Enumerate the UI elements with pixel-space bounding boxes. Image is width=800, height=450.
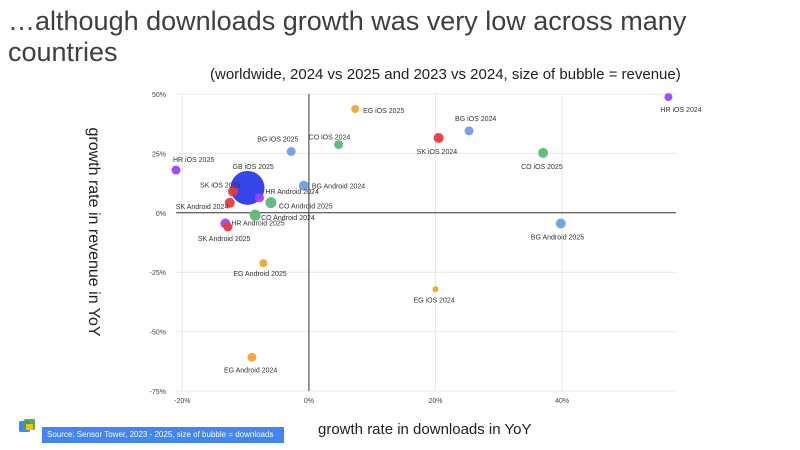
bubble-hr-ios-2025 [171, 165, 181, 175]
data-label: CO iOS 2024 [309, 135, 351, 142]
chart-axes [176, 94, 676, 391]
bubble-sk-ios-2024 [433, 132, 444, 143]
data-label: SK Android 2024 [176, 204, 229, 211]
bubble-hr-android-2024 [255, 193, 265, 203]
chart-subtitle: (worldwide, 2024 vs 2025 and 2023 vs 202… [210, 66, 681, 83]
data-label: CO iOS 2025 [521, 164, 563, 171]
bubble-bg-android-2025 [555, 218, 566, 229]
data-label: CO Android 2025 [279, 204, 333, 211]
chart-ticks: 50% 25% 0% -25% -50% -75% -20% 0% 20% 40% [150, 92, 569, 405]
y-tick-label: -25% [150, 270, 166, 277]
bubble-bg-android-2024 [298, 180, 309, 191]
data-label: HR Android 2024 [266, 189, 319, 196]
chart-bubbles [171, 93, 673, 362]
data-label: EG iOS 2025 [363, 108, 404, 115]
bubble-bg-ios-2025 [286, 146, 296, 156]
data-label: EG Android 2025 [233, 271, 286, 278]
bubble-co-ios-2025 [538, 147, 549, 158]
data-label: SK iOS 2024 [417, 149, 458, 156]
y-tick-label: 0% [156, 211, 166, 218]
google-slides-logo-icon [19, 419, 35, 432]
data-label: GB iOS 2025 [233, 164, 274, 171]
data-label: CO Android 2024 [261, 215, 315, 222]
data-label: BG iOS 2025 [257, 136, 298, 143]
bubble-eg-ios-2025 [351, 104, 360, 113]
data-label: BG Android 2024 [312, 184, 365, 191]
y-tick-label: 50% [152, 92, 166, 99]
bubble-co-ios-2024 [334, 140, 344, 150]
data-label: BG Android 2025 [531, 234, 584, 241]
data-label: HR iOS 2025 [173, 157, 214, 164]
chart-grid [176, 93, 676, 392]
bubble-sk-ios-2025 [227, 186, 238, 197]
x-tick-label: 0% [304, 398, 314, 405]
y-axis-label: growth rate in revenue in YoY [85, 127, 102, 337]
source-note: Source: Sensor Tower, 2023 - 2025, size … [42, 427, 284, 443]
data-label: SK Android 2025 [198, 236, 251, 243]
data-label: HR iOS 2024 [660, 107, 701, 114]
slide-title: …although downloads growth was very low … [8, 6, 687, 67]
x-tick-label: 20% [428, 398, 442, 405]
bubble-co-android-2024 [249, 209, 261, 221]
chart-point-labels: EG iOS 2025 HR iOS 2024 BG iOS 2024 SK iOS … [173, 107, 702, 374]
data-label: EG Android 2024 [224, 367, 277, 374]
bubble-sk-android-2024 [224, 197, 235, 208]
data-label: SK iOS 2025 [200, 182, 241, 189]
bubble-co-android-2025 [265, 197, 277, 209]
bubble-eg-ios-2024 [432, 286, 439, 293]
y-tick-label: -50% [150, 330, 166, 337]
data-label: EG iOS 2024 [413, 297, 454, 304]
x-axis-label: growth rate in downloads in YoY [318, 421, 532, 438]
bubble-bg-ios-2024 [464, 126, 474, 136]
x-tick-label: 40% [555, 398, 569, 405]
bubble-eg-android-2025 [259, 259, 268, 268]
bubble-sk-android-2025 [223, 222, 233, 232]
y-tick-label: -75% [150, 389, 166, 396]
data-label: BG iOS 2024 [455, 116, 496, 123]
y-tick-label: 25% [152, 151, 166, 158]
data-label: HR Android 2025 [231, 220, 284, 227]
bubble-eg-android-2024 [247, 352, 257, 362]
x-tick-label: -20% [174, 398, 190, 405]
bubble-hr-ios-2024 [664, 93, 673, 102]
